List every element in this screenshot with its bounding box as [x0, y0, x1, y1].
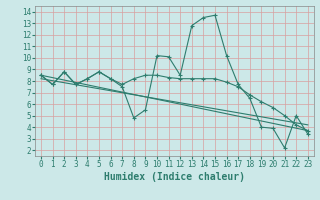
X-axis label: Humidex (Indice chaleur): Humidex (Indice chaleur) — [104, 172, 245, 182]
